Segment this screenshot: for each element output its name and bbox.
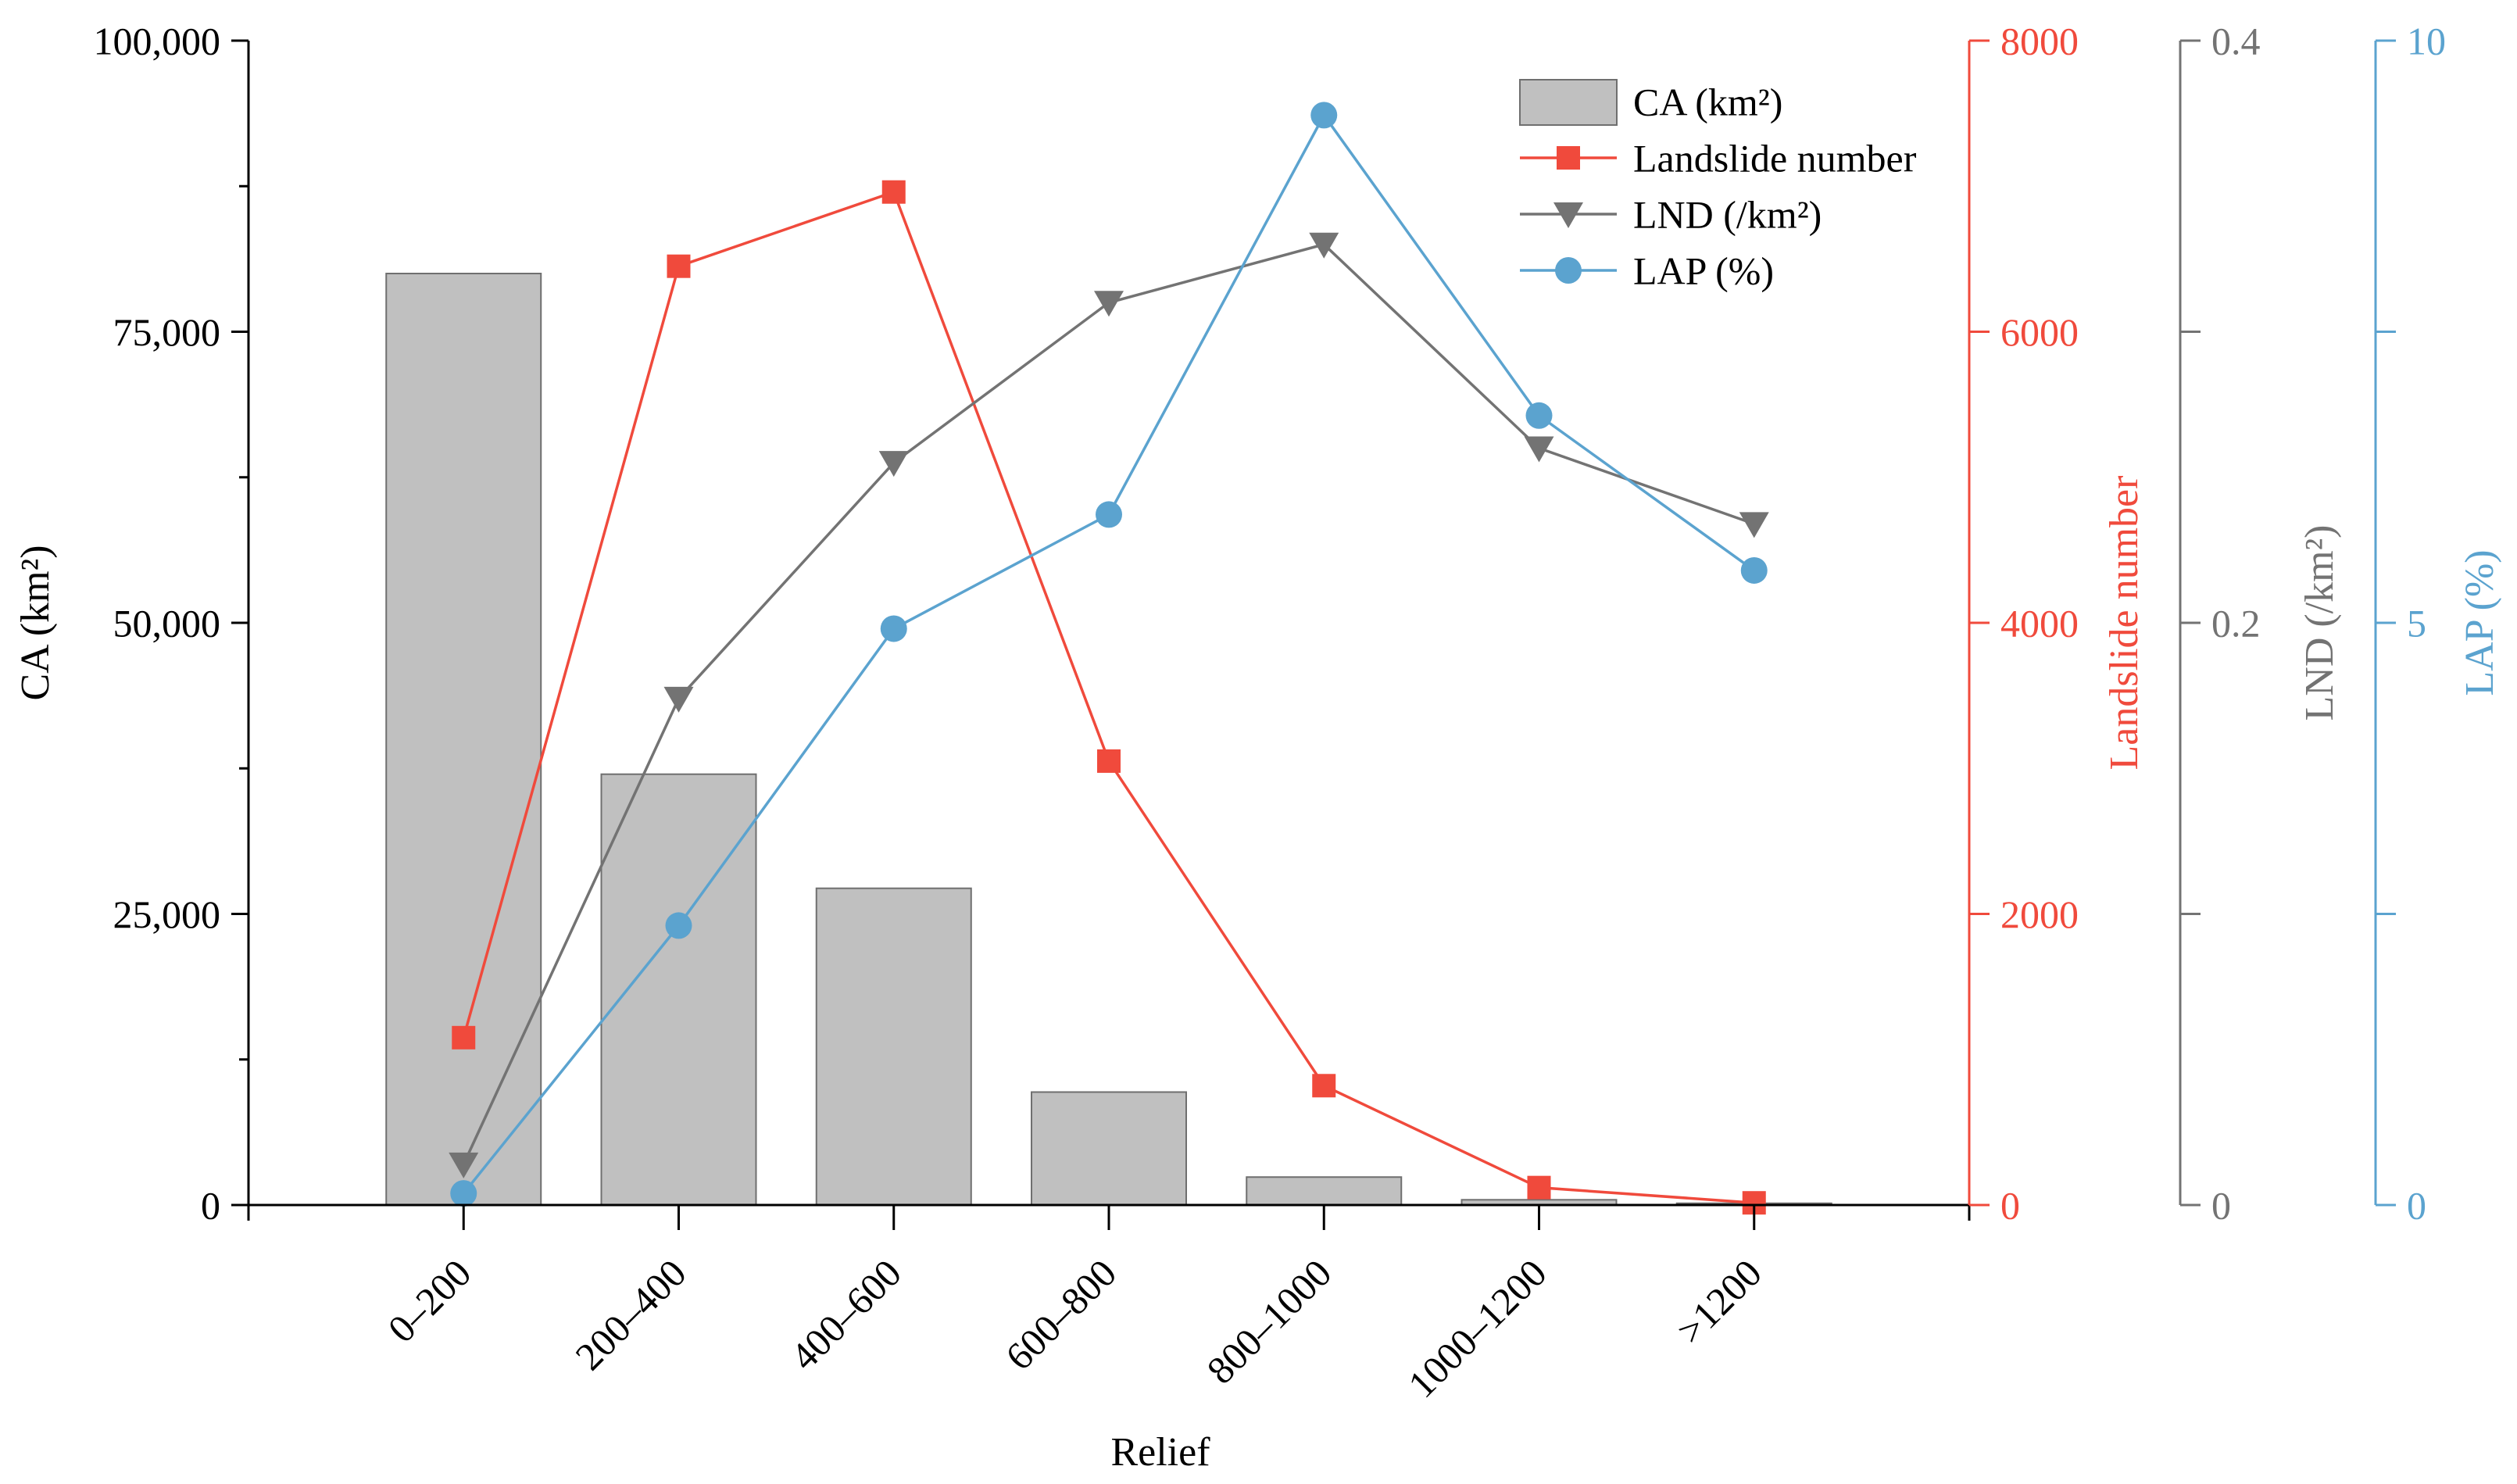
series-2-point-5 xyxy=(1524,436,1554,463)
bar-0 xyxy=(385,273,542,1206)
legend-marker-3 xyxy=(1555,257,1582,284)
legend-label-3: LAP (%) xyxy=(1633,249,1774,293)
legend-label-ca: CA (km²) xyxy=(1633,80,1782,124)
left-tick-label: 25,000 xyxy=(113,892,221,936)
right3-axis-title: LAP (%) xyxy=(2458,549,2502,696)
series-2-point-4 xyxy=(1309,232,1339,259)
series-1-point-4 xyxy=(1312,1074,1336,1098)
left-tick-label: 50,000 xyxy=(113,602,221,645)
legend-marker-1 xyxy=(1557,146,1580,170)
series-3-point-2 xyxy=(880,615,907,642)
series-3-point-1 xyxy=(665,912,692,939)
legend-marker-2 xyxy=(1553,202,1583,228)
legend-swatch-bar xyxy=(1519,79,1618,126)
left-axis-title: CA (km²) xyxy=(13,545,58,700)
series-2-point-3 xyxy=(1094,291,1124,317)
bar-3 xyxy=(1031,1091,1187,1206)
x-tick-label: 600–800 xyxy=(997,1251,1124,1379)
right1-tick-label: 4000 xyxy=(2000,602,2079,645)
series-2-point-2 xyxy=(878,451,909,477)
right3-tick-label: 5 xyxy=(2407,602,2426,645)
right3-tick-label: 0 xyxy=(2407,1184,2426,1228)
bar-2 xyxy=(815,887,972,1206)
series-3-point-0 xyxy=(450,1180,477,1207)
bars-layer xyxy=(385,273,1832,1207)
series-1-point-5 xyxy=(1527,1175,1551,1200)
series-2-point-1 xyxy=(663,686,694,713)
x-tick-label: 200–400 xyxy=(567,1251,694,1379)
x-tick-label: 0–200 xyxy=(379,1251,479,1351)
right2-tick-label: 0.4 xyxy=(2211,20,2261,63)
series-3-point-4 xyxy=(1310,102,1338,129)
lines-layer xyxy=(449,102,1769,1215)
right2-tick-label: 0 xyxy=(2211,1184,2231,1228)
series-2-point-6 xyxy=(1739,512,1769,538)
x-tick-label: 800–1000 xyxy=(1198,1251,1339,1393)
series-2-point-0 xyxy=(449,1152,479,1178)
x-tick-label: >1200 xyxy=(1668,1251,1770,1353)
series-1-point-2 xyxy=(881,180,906,204)
series-3-point-5 xyxy=(1525,402,1553,429)
right3-tick-label: 10 xyxy=(2407,20,2446,63)
x-tick-label: 1000–1200 xyxy=(1400,1251,1555,1407)
series-3-point-6 xyxy=(1740,556,1768,584)
bar-1 xyxy=(600,773,757,1206)
series-3-point-3 xyxy=(1096,501,1122,528)
left-tick-label: 75,000 xyxy=(113,310,221,354)
legend: CA (km²) Landslide number LND (/km²) LAP (%… xyxy=(1519,79,1917,293)
bar-4 xyxy=(1246,1176,1403,1206)
x-tick-label: 400–600 xyxy=(782,1251,910,1379)
right1-tick-label: 2000 xyxy=(2000,892,2079,936)
right1-tick-label: 6000 xyxy=(2000,310,2079,354)
left-tick-label: 100,000 xyxy=(94,20,221,63)
right2-axis-title: LND (/km²) xyxy=(2297,525,2342,721)
right1-axis-title: Landslide number xyxy=(2102,476,2147,771)
legend-label-1: Landslide number xyxy=(1633,137,1917,181)
left-tick-label: 0 xyxy=(201,1184,220,1228)
right2-tick-label: 0.2 xyxy=(2211,602,2261,645)
right1-tick-label: 0 xyxy=(2000,1184,2020,1228)
series-1-point-3 xyxy=(1097,749,1121,773)
legend-label-2: LND (/km²) xyxy=(1633,193,1822,237)
series-1-point-0 xyxy=(452,1025,476,1050)
right1-tick-label: 8000 xyxy=(2000,20,2079,63)
x-axis-label: Relief xyxy=(1110,1430,1210,1475)
series-1-point-1 xyxy=(667,254,691,278)
